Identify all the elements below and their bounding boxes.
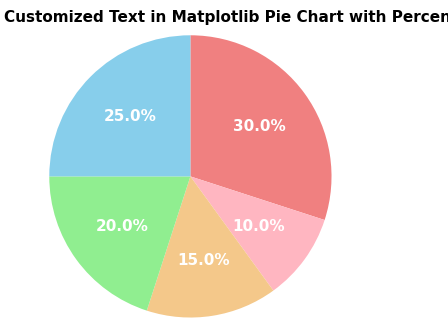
Text: 10.0%: 10.0% (233, 219, 285, 234)
Text: 20.0%: 20.0% (95, 219, 148, 234)
Wedge shape (190, 35, 332, 220)
Text: 30.0%: 30.0% (233, 119, 285, 134)
Wedge shape (147, 176, 273, 318)
Wedge shape (49, 35, 190, 176)
Wedge shape (190, 176, 325, 291)
Text: Customized Text in Matplotlib Pie Chart with Percentage - how2matplotlib.com: Customized Text in Matplotlib Pie Chart … (4, 10, 448, 25)
Wedge shape (49, 176, 190, 310)
Text: 15.0%: 15.0% (177, 253, 230, 267)
Text: 25.0%: 25.0% (104, 109, 157, 124)
